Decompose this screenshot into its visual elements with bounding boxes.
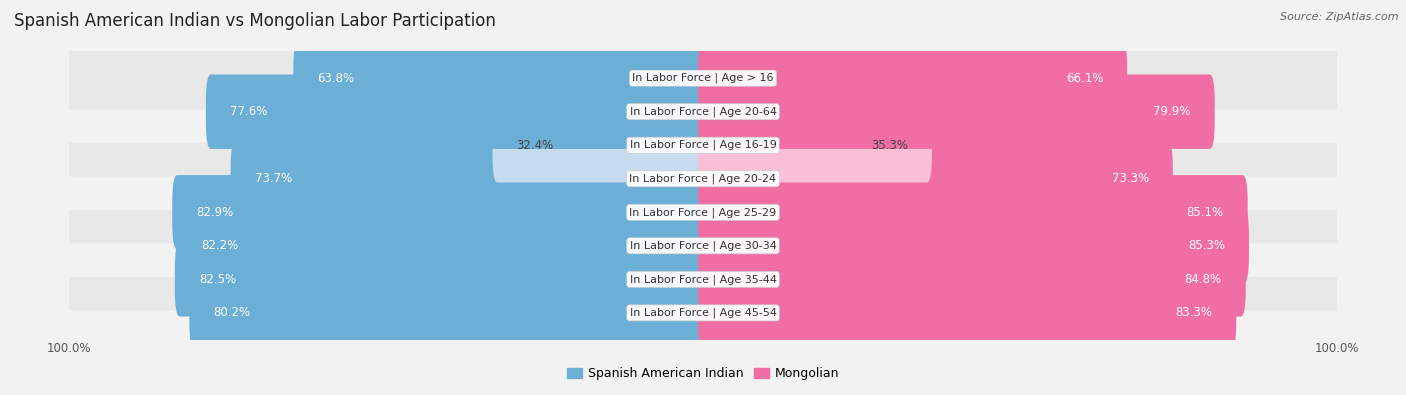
Text: 83.3%: 83.3% — [1175, 307, 1212, 320]
FancyBboxPatch shape — [69, 248, 1337, 310]
Text: 63.8%: 63.8% — [318, 71, 354, 85]
Text: 84.8%: 84.8% — [1184, 273, 1222, 286]
Text: 80.2%: 80.2% — [214, 307, 250, 320]
Text: 77.6%: 77.6% — [231, 105, 267, 118]
FancyBboxPatch shape — [697, 209, 1249, 283]
FancyBboxPatch shape — [174, 242, 709, 316]
FancyBboxPatch shape — [697, 41, 1128, 115]
Text: 85.3%: 85.3% — [1188, 239, 1225, 252]
Text: In Labor Force | Age 16-19: In Labor Force | Age 16-19 — [630, 140, 776, 150]
FancyBboxPatch shape — [231, 141, 709, 216]
FancyBboxPatch shape — [69, 214, 1337, 277]
FancyBboxPatch shape — [492, 108, 709, 182]
FancyBboxPatch shape — [294, 41, 709, 115]
Text: Source: ZipAtlas.com: Source: ZipAtlas.com — [1281, 12, 1399, 22]
FancyBboxPatch shape — [190, 276, 709, 350]
FancyBboxPatch shape — [697, 141, 1173, 216]
Text: In Labor Force | Age 45-54: In Labor Force | Age 45-54 — [630, 308, 776, 318]
FancyBboxPatch shape — [69, 181, 1337, 243]
Text: 79.9%: 79.9% — [1153, 105, 1191, 118]
Text: In Labor Force | Age > 16: In Labor Force | Age > 16 — [633, 73, 773, 83]
Text: 82.5%: 82.5% — [198, 273, 236, 286]
FancyBboxPatch shape — [69, 148, 1337, 210]
FancyBboxPatch shape — [69, 282, 1337, 344]
Text: 66.1%: 66.1% — [1066, 71, 1104, 85]
Text: 82.9%: 82.9% — [197, 206, 233, 219]
FancyBboxPatch shape — [173, 175, 709, 250]
FancyBboxPatch shape — [69, 47, 1337, 109]
FancyBboxPatch shape — [69, 81, 1337, 143]
FancyBboxPatch shape — [697, 108, 932, 182]
Text: In Labor Force | Age 25-29: In Labor Force | Age 25-29 — [630, 207, 776, 218]
Text: In Labor Force | Age 35-44: In Labor Force | Age 35-44 — [630, 274, 776, 285]
FancyBboxPatch shape — [697, 175, 1247, 250]
Legend: Spanish American Indian, Mongolian: Spanish American Indian, Mongolian — [561, 362, 845, 386]
Text: 73.3%: 73.3% — [1112, 172, 1149, 185]
Text: In Labor Force | Age 20-64: In Labor Force | Age 20-64 — [630, 106, 776, 117]
Text: 35.3%: 35.3% — [870, 139, 908, 152]
FancyBboxPatch shape — [205, 75, 709, 149]
Text: In Labor Force | Age 20-24: In Labor Force | Age 20-24 — [630, 173, 776, 184]
FancyBboxPatch shape — [697, 75, 1215, 149]
Text: 85.1%: 85.1% — [1187, 206, 1223, 219]
Text: Spanish American Indian vs Mongolian Labor Participation: Spanish American Indian vs Mongolian Lab… — [14, 12, 496, 30]
FancyBboxPatch shape — [177, 209, 709, 283]
FancyBboxPatch shape — [69, 114, 1337, 177]
Text: 32.4%: 32.4% — [516, 139, 554, 152]
Text: 73.7%: 73.7% — [254, 172, 292, 185]
Text: 82.2%: 82.2% — [201, 239, 238, 252]
FancyBboxPatch shape — [697, 242, 1246, 316]
FancyBboxPatch shape — [697, 276, 1236, 350]
Text: In Labor Force | Age 30-34: In Labor Force | Age 30-34 — [630, 241, 776, 251]
